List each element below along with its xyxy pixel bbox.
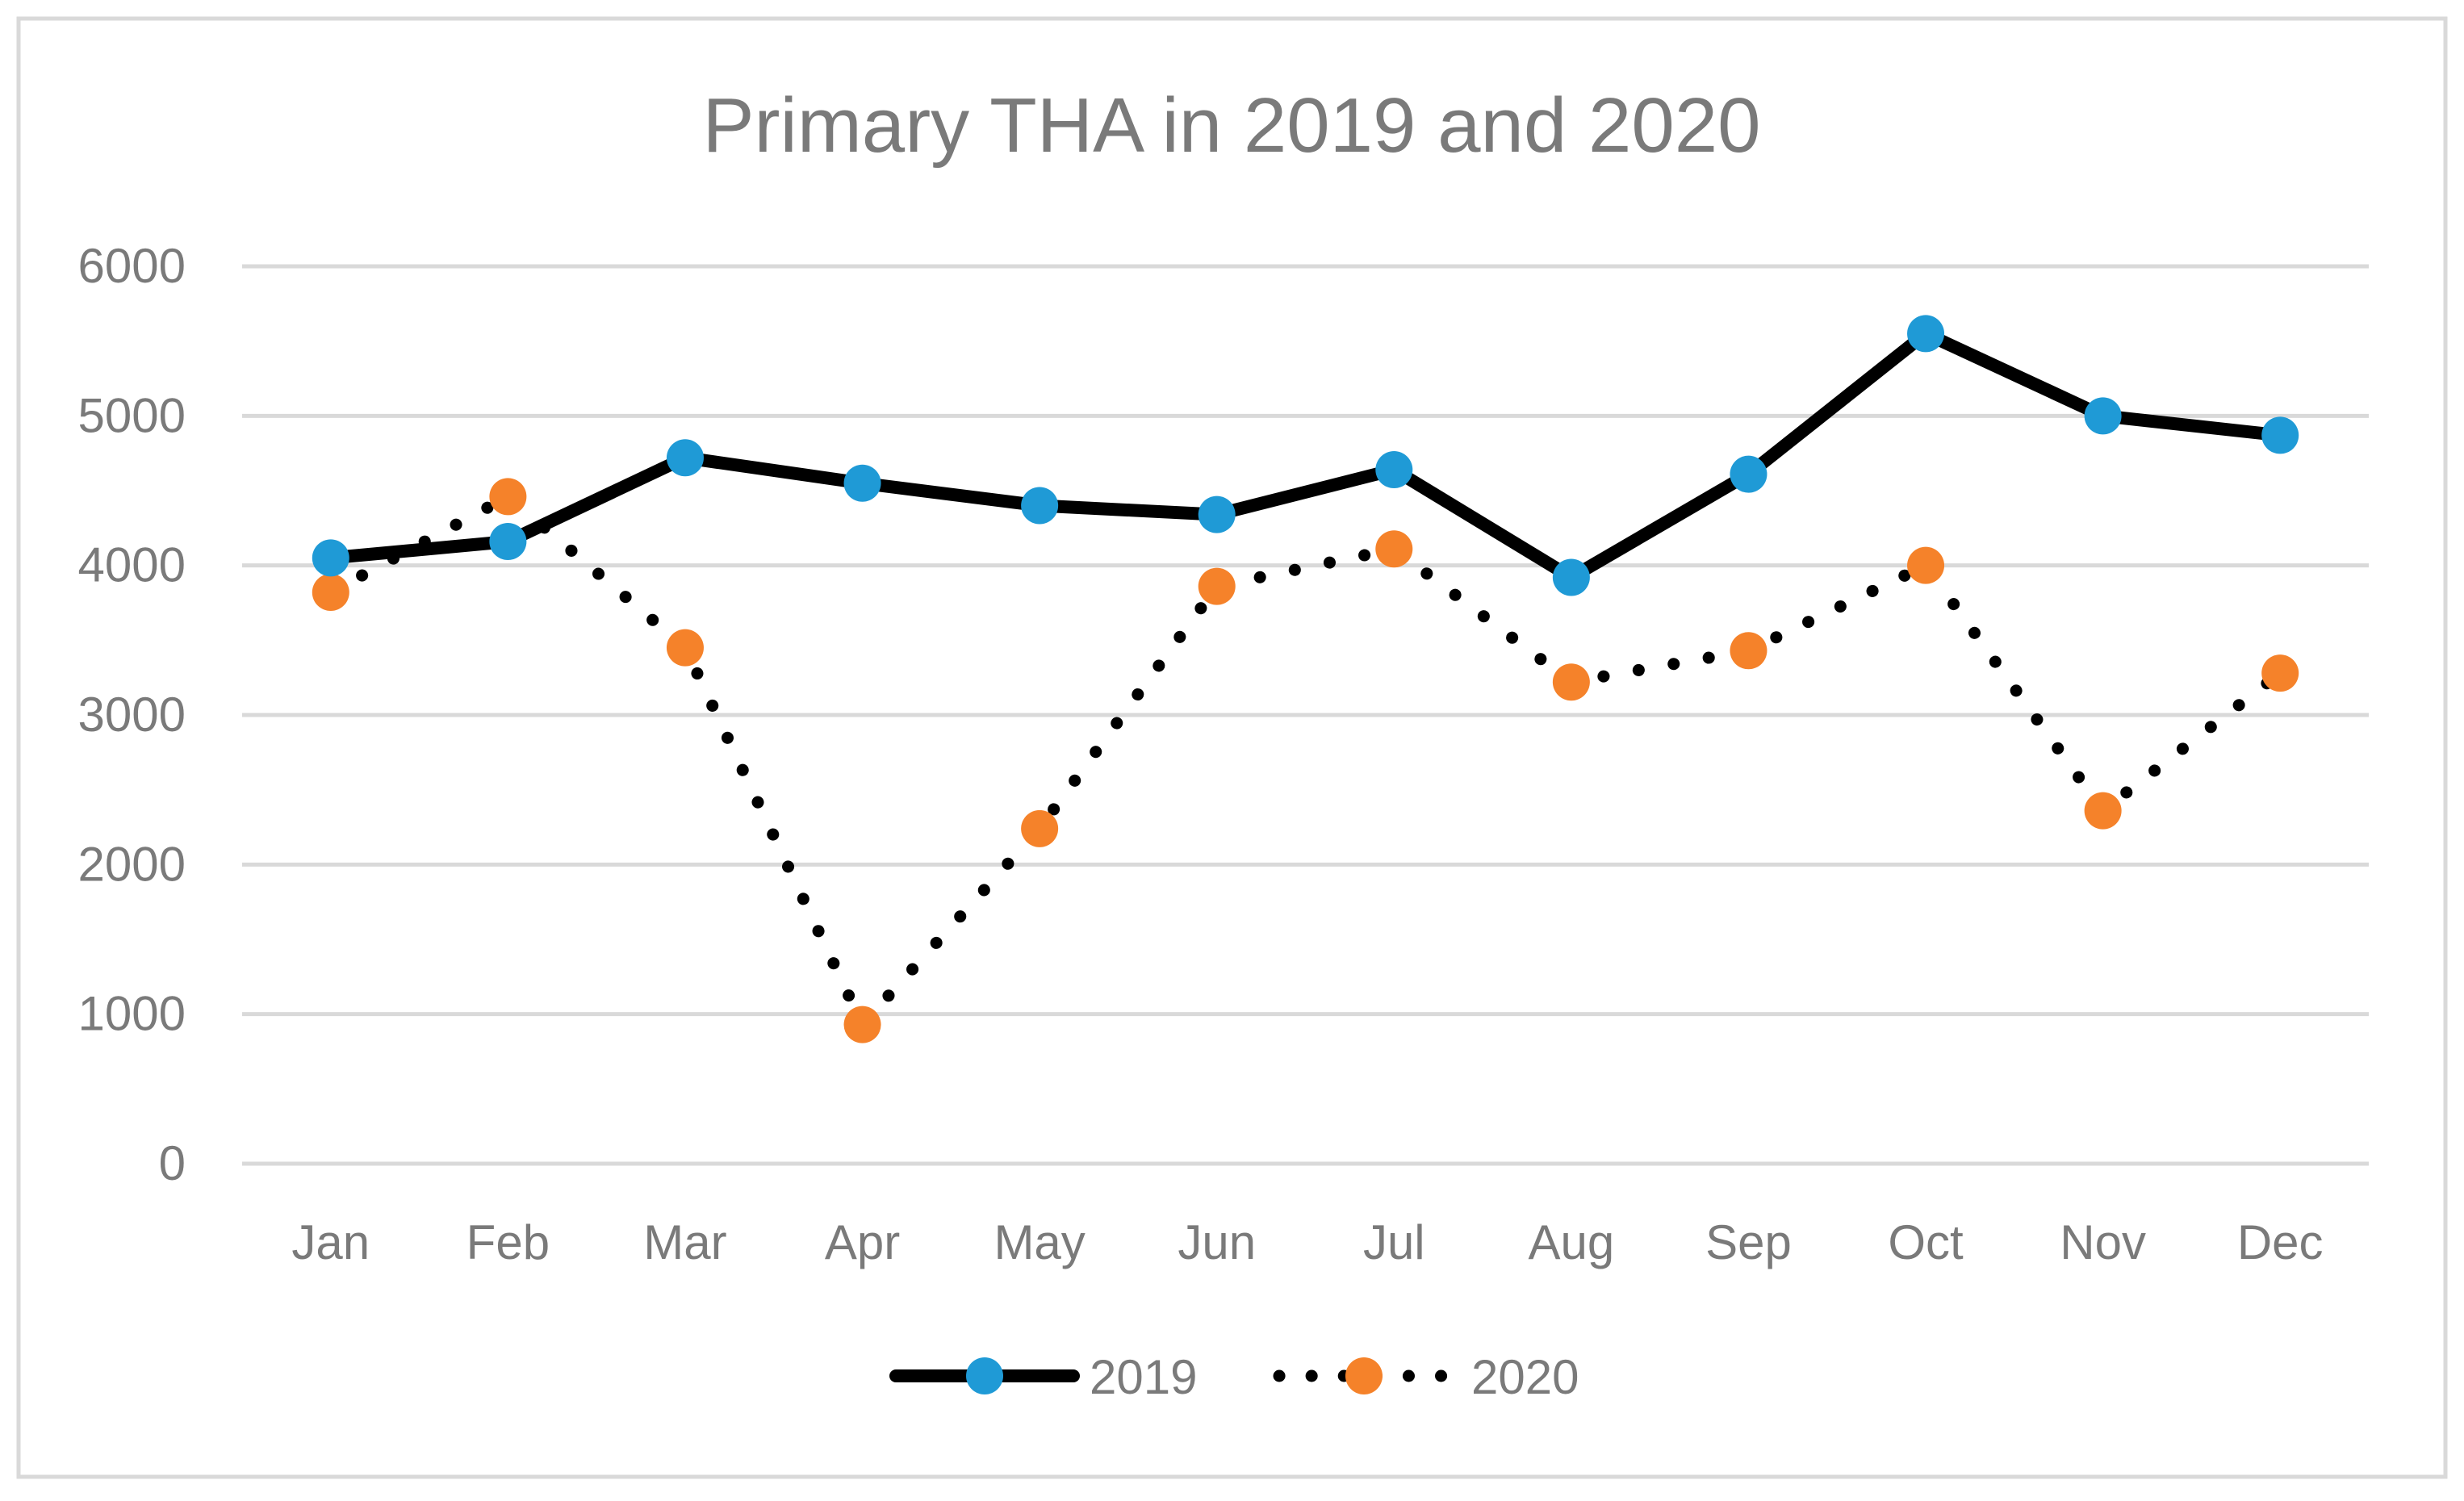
data-point-2019-jun [1198,495,1236,533]
y-tick-label: 0 [159,1136,186,1190]
data-point-2020-aug [1552,663,1590,701]
data-point-2020-apr [843,1006,881,1043]
chart-frame [16,16,2448,1479]
data-point-2019-sep [1730,455,1767,493]
series-line-2019 [324,327,2287,584]
legend: 2019 2020 [889,1350,1579,1404]
y-tick-label: 2000 [78,837,186,891]
data-point-2020-nov [2084,792,2122,830]
x-tick-label: Jan [291,1215,370,1269]
y-tick-label: 3000 [78,688,186,742]
legend-item-2020: 2020 [1273,1350,1579,1404]
x-tick-label: Aug [1528,1215,1614,1269]
data-point-2019-nov [2084,397,2122,435]
x-tick-label: Sep [1705,1215,1792,1269]
data-point-2020-sep [1730,632,1767,670]
y-axis-ticks: 0 1000 2000 3000 4000 5000 6000 [78,239,186,1190]
legend-marker-2019 [966,1357,1003,1394]
data-point-2019-dec [2261,416,2299,454]
y-tick-label: 4000 [78,538,186,592]
legend-label-2019: 2019 [1090,1350,1197,1404]
legend-item-2019: 2019 [889,1350,1197,1404]
chart-title: Primary THA in 2019 and 2020 [703,82,1761,169]
data-point-2020-dec [2261,654,2299,692]
data-point-2019-mar [666,439,704,477]
data-point-2019-aug [1552,558,1590,596]
series-2020 [312,478,2299,1043]
x-tick-label: Apr [825,1215,900,1269]
x-tick-label: Dec [2237,1215,2324,1269]
data-point-2019-oct [1907,315,1945,353]
x-tick-label: May [994,1215,1085,1269]
data-point-2020-mar [666,629,704,667]
x-tick-label: Mar [643,1215,726,1269]
data-point-2019-jul [1375,451,1413,489]
legend-label-2020: 2020 [1471,1350,1579,1404]
x-tick-label: Jun [1178,1215,1256,1269]
x-tick-label: Feb [466,1215,550,1269]
data-point-2020-oct [1907,546,1945,584]
data-point-2019-may [1021,487,1059,525]
y-tick-label: 5000 [78,388,186,442]
series-line-2020 [324,490,2286,1031]
data-point-2020-may [1021,809,1059,847]
legend-marker-2020 [1345,1357,1383,1394]
x-axis-ticks: Jan Feb Mar Apr May Jun Jul Aug Sep Oct Nov Dec [291,1215,2323,1269]
x-tick-label: Jul [1363,1215,1425,1269]
data-point-2019-apr [843,464,881,502]
series-2019 [312,315,2299,596]
y-tick-label: 1000 [78,987,186,1041]
x-tick-label: Nov [2060,1215,2146,1269]
data-point-2019-feb [489,523,527,561]
data-point-2020-jul [1375,530,1413,568]
x-tick-label: Oct [1888,1215,1964,1269]
series-group [312,315,2299,1043]
data-point-2020-jun [1198,567,1236,605]
data-point-2020-jan [312,574,349,612]
data-point-2020-feb [489,478,527,516]
data-point-2019-jan [312,539,349,577]
gridlines [242,264,2369,1166]
y-tick-label: 6000 [78,239,186,293]
